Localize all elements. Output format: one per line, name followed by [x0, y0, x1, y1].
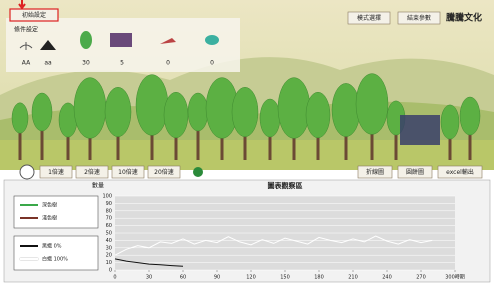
canopy	[332, 83, 360, 136]
y-tick-label: 30	[106, 245, 112, 251]
end-button-label: 結束參數	[407, 14, 431, 22]
view-button-label: 折線圖	[366, 168, 384, 176]
canopy	[74, 78, 106, 139]
x-tick-label: 270	[416, 275, 426, 281]
moth-cluster	[400, 115, 440, 145]
canopy	[260, 99, 280, 137]
canopy	[32, 93, 52, 131]
y-tick-label: 20	[106, 253, 112, 259]
canopy	[188, 93, 208, 131]
x-tick-label: 240	[382, 275, 392, 281]
canopy	[136, 75, 168, 136]
x-tick-label: 60	[180, 275, 186, 281]
canopy	[460, 97, 480, 135]
y-tick-label: 60	[106, 223, 112, 229]
init-button-label: 初始設定	[22, 11, 46, 19]
count: 5	[120, 60, 124, 67]
x-tick-label: 90	[214, 275, 220, 281]
x-tick-label: 120	[246, 275, 256, 281]
x-tick-label: 30	[146, 275, 152, 281]
canopy	[12, 103, 28, 133]
moth-legend	[14, 236, 98, 270]
x-tick-label: 180	[314, 275, 324, 281]
view-button-label: excel輸出	[446, 168, 474, 176]
x-tick-label: 0	[113, 275, 116, 281]
speed-button-label: 1倍速	[48, 168, 64, 176]
page: 初始設定 條件設定 AA aa 30 5 0 0 模式選擇 結束參數 騰騰文化 …	[0, 0, 494, 284]
logo: 騰騰文化	[446, 12, 482, 24]
y-tick-label: 40	[106, 238, 112, 244]
legend-label: 白蛾 100%	[42, 256, 68, 263]
count: 30	[82, 60, 90, 67]
legend-label: 淺色樹	[42, 215, 57, 222]
speed-button-label: 2倍速	[84, 168, 100, 176]
y-tick-label: 50	[106, 231, 112, 237]
y-tick-label: 80	[106, 208, 112, 214]
clock	[20, 165, 34, 179]
y-tick-label: 100	[102, 194, 112, 200]
count: 0	[166, 60, 170, 67]
x-tick-label: 150	[280, 275, 290, 281]
x-tick-label: 210	[348, 275, 358, 281]
play-button[interactable]	[193, 167, 203, 177]
legend-label: 深色樹	[42, 202, 57, 209]
bird-icon	[205, 35, 219, 45]
y-label: 數量	[92, 182, 104, 190]
view-buttons: 折線圖 圓餅圖 excel輸出	[358, 166, 482, 178]
y-tick-label: 90	[106, 201, 112, 207]
canopy	[441, 105, 459, 139]
condition-label: 條件設定	[14, 26, 38, 34]
legend-label: 黑蛾 0%	[42, 243, 62, 250]
moths-icon	[110, 33, 132, 47]
app: 初始設定 條件設定 AA aa 30 5 0 0 模式選擇 結束參數 騰騰文化 …	[0, 0, 494, 284]
x-tick-label: 300時期	[445, 275, 465, 281]
speed-button-label: 20倍速	[154, 168, 174, 176]
y-tick-label: 10	[106, 260, 112, 266]
view-button-label: 圓餅圖	[406, 168, 424, 176]
tree-legend	[14, 196, 98, 228]
chart-title: 圖表觀察區	[268, 181, 303, 190]
canopy	[278, 78, 310, 139]
canopy	[105, 87, 131, 136]
genotype: AA	[22, 60, 31, 67]
tree-icon	[80, 31, 92, 49]
speed-button-label: 10倍速	[118, 168, 138, 176]
count: 0	[210, 60, 214, 67]
canopy	[356, 74, 388, 135]
mode-button-label: 模式選擇	[357, 14, 381, 22]
genotype: aa	[44, 60, 52, 67]
y-tick-label: 70	[106, 216, 112, 222]
canopy	[164, 92, 188, 138]
canopy	[232, 87, 258, 136]
canopy	[306, 92, 330, 138]
y-tick-label: 0	[109, 268, 112, 274]
